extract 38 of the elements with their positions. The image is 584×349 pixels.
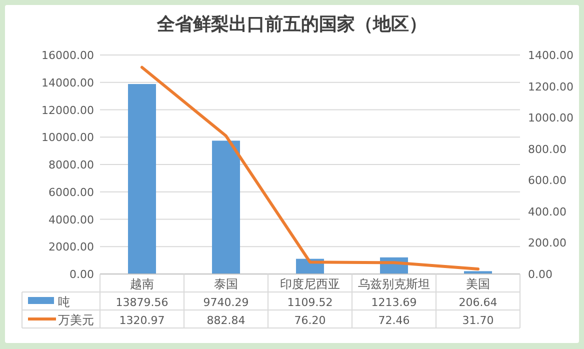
- data-label: 1213.69: [371, 296, 417, 309]
- x-tick-label: 泰国: [214, 277, 238, 291]
- y-tick-label: 6000.00: [48, 186, 94, 199]
- y2-tick-label: 0.00: [528, 268, 552, 281]
- x-tick-label: 乌兹别克斯坦: [358, 277, 430, 291]
- y2-tick-label: 1400.00: [528, 49, 574, 62]
- data-label: 76.20: [294, 314, 326, 327]
- data-label: 31.70: [462, 314, 494, 327]
- x-tick-label: 美国: [466, 277, 490, 291]
- x-tick-label: 印度尼西亚: [280, 277, 340, 291]
- data-label: 9740.29: [203, 296, 249, 309]
- x-tick-label: 越南: [130, 277, 154, 291]
- data-label: 72.46: [378, 314, 410, 327]
- legend-label: 万美元: [58, 313, 94, 327]
- y2-tick-label: 200.00: [528, 236, 566, 250]
- y2-tick-label: 1200.00: [528, 80, 574, 94]
- data-label: 13879.56: [116, 296, 168, 309]
- chart-title: 全省鲜梨出口前五的国家（地区）: [156, 14, 427, 34]
- y2-tick-label: 400.00: [528, 205, 566, 218]
- line-series: [140, 66, 480, 271]
- y-tick-label: 16000.00: [42, 49, 94, 62]
- data-label: 206.64: [458, 296, 498, 309]
- data-label: 882.84: [206, 314, 246, 327]
- legend-label: 吨: [58, 295, 70, 309]
- y-tick-label: 14000.00: [42, 76, 94, 90]
- data-label: 1109.52: [287, 296, 333, 309]
- y2-tick-label: 600.00: [528, 174, 566, 188]
- data-label: 1320.97: [119, 314, 165, 327]
- y-tick-label: 12000.00: [42, 104, 94, 117]
- y-tick-label: 10000.00: [42, 131, 94, 144]
- bar: [128, 84, 156, 274]
- y2-tick-label: 800.00: [528, 142, 566, 156]
- y-tick-label: 8000.00: [48, 158, 94, 172]
- y-tick-label: 2000.00: [48, 240, 94, 254]
- bar: [212, 140, 240, 274]
- y2-tick-label: 1000.00: [528, 112, 574, 125]
- y-tick-label: 4000.00: [48, 213, 94, 226]
- y-tick-label: 0.00: [70, 268, 94, 281]
